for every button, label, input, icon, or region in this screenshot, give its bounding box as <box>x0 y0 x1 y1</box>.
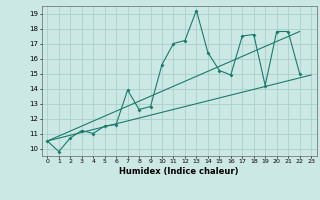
X-axis label: Humidex (Indice chaleur): Humidex (Indice chaleur) <box>119 167 239 176</box>
